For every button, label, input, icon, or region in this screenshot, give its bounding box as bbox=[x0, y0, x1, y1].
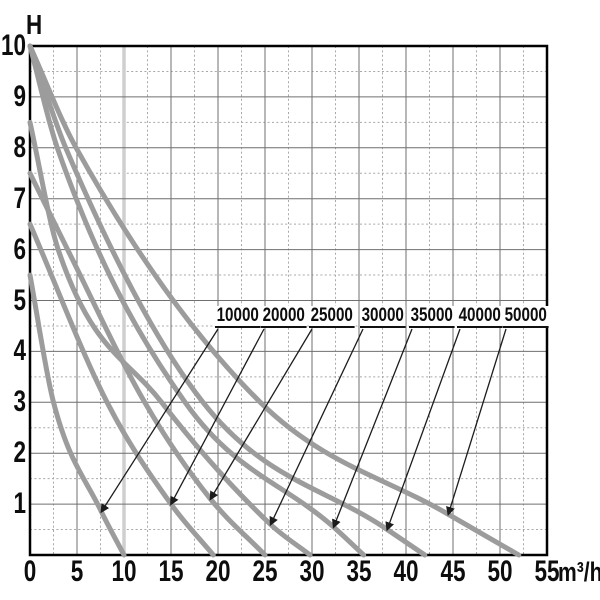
x-tick-label-30: 30 bbox=[299, 555, 325, 588]
curve-label-20000: 20000 bbox=[261, 305, 307, 328]
y-tick-label-4: 4 bbox=[13, 334, 26, 368]
curve-label-40000: 40000 bbox=[457, 305, 503, 328]
y-axis-title: H bbox=[26, 9, 43, 40]
grid-minor bbox=[30, 46, 547, 555]
y-tick-label-5: 5 bbox=[13, 283, 26, 317]
x-tick-label-5: 5 bbox=[70, 555, 84, 588]
y-tick-label-8: 8 bbox=[13, 130, 26, 164]
grid-major bbox=[30, 46, 547, 555]
y-tick-label-1: 1 bbox=[13, 487, 26, 521]
curve-20000 bbox=[27, 221, 216, 558]
curve-label-35000: 35000 bbox=[409, 305, 455, 328]
curve-50000 bbox=[27, 43, 522, 558]
x-tick-label-10: 10 bbox=[111, 555, 137, 588]
x-tick-label-20: 20 bbox=[205, 555, 231, 588]
curve-label-10000: 10000 bbox=[215, 305, 261, 328]
plot-border bbox=[28, 44, 549, 557]
curve-10000 bbox=[27, 272, 127, 558]
y-tick-label-3: 3 bbox=[13, 385, 26, 419]
curve-25000 bbox=[27, 170, 268, 558]
curve-label-25000: 25000 bbox=[309, 305, 355, 328]
x-tick-label-40: 40 bbox=[393, 555, 419, 588]
x-tick-label-35: 35 bbox=[346, 555, 372, 588]
x-tick-label-15: 15 bbox=[158, 555, 184, 588]
y-tick-label-7: 7 bbox=[13, 181, 26, 215]
x-tick-label-0: 0 bbox=[23, 555, 37, 588]
y-tick-label-2: 2 bbox=[13, 436, 26, 470]
x-tick-label-45: 45 bbox=[440, 555, 466, 588]
y-tick-label-6: 6 bbox=[13, 232, 26, 266]
y-tick-label-9: 9 bbox=[13, 79, 26, 113]
x-tick-label-55: 55 bbox=[534, 555, 560, 588]
y-tick-label-10: 10 bbox=[0, 29, 26, 62]
x-tick-label-50: 50 bbox=[487, 555, 513, 588]
x-axis-unit: m³/h bbox=[558, 557, 600, 587]
curve-label-30000: 30000 bbox=[360, 305, 406, 328]
curve-label-50000: 50000 bbox=[503, 305, 549, 328]
callout-pointers bbox=[100, 328, 507, 532]
x-tick-label-25: 25 bbox=[252, 555, 278, 588]
